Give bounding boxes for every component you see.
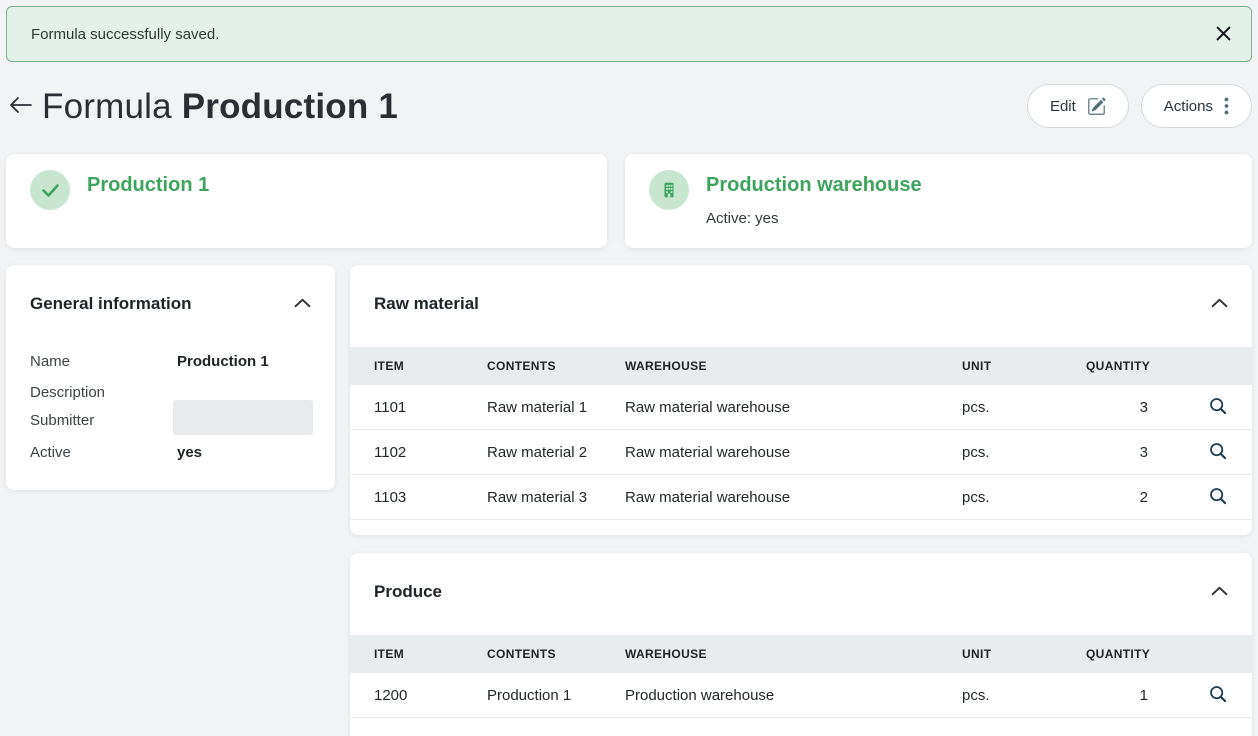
active-value: yes [177,444,203,461]
warehouse-status-card: Production warehouse Active: yes [625,154,1252,248]
description-label: Description [30,384,106,401]
chevron-up-icon [1211,296,1228,311]
page-title: Formula Production 1 [42,84,398,130]
submitter-label: Submitter [30,412,95,429]
pencil-square-icon [1087,97,1106,116]
magnifier-icon [1209,442,1227,463]
column-header-unit: UNIT [962,647,992,661]
cell-unit: pcs. [962,488,990,506]
page-title-name: Production 1 [181,87,398,126]
cell-quantity: 3 [1139,443,1148,461]
active-label: Active [30,444,71,461]
kebab-menu-icon [1224,97,1229,115]
back-button[interactable] [8,92,38,120]
row-search-button[interactable] [1204,483,1232,511]
magnifier-icon [1209,685,1227,706]
row-search-button[interactable] [1204,681,1232,709]
banner-close-button[interactable] [1205,17,1241,53]
cell-quantity: 2 [1139,488,1148,506]
submitter-redacted-value [173,400,313,435]
back-arrow-icon [8,95,33,118]
success-banner: Formula successfully saved. [6,6,1252,62]
general-info-title: General information [30,294,192,313]
cell-warehouse: Raw material warehouse [625,443,791,461]
raw-material-section: Raw material ITEM CONTENTS WAREHOUSE UNI… [350,265,1252,535]
close-icon [1216,26,1231,44]
table-header-row: ITEM CONTENTS WAREHOUSE UNIT QUANTITY [350,635,1252,673]
cell-unit: pcs. [962,398,990,416]
chevron-up-icon [294,296,311,311]
column-header-warehouse: WAREHOUSE [625,359,707,373]
column-header-item: ITEM [374,647,405,661]
column-header-item: ITEM [374,359,405,373]
cell-item: 1200 [374,686,408,704]
page-title-prefix: Formula [42,87,172,126]
table-row: 1103 Raw material 3 Raw material warehou… [350,475,1252,520]
column-header-contents: CONTENTS [487,359,556,373]
edit-button[interactable]: Edit [1026,84,1129,128]
raw-material-table: ITEM CONTENTS WAREHOUSE UNIT QUANTITY 11… [350,347,1252,520]
actions-button[interactable]: Actions [1140,84,1252,128]
success-message: Formula successfully saved. [31,25,220,43]
cell-item: 1103 [374,488,407,506]
formula-status-card: Production 1 [6,154,607,248]
column-header-unit: UNIT [962,359,992,373]
cell-unit: pcs. [962,443,990,461]
cell-warehouse: Raw material warehouse [625,398,791,416]
cell-contents: Raw material 2 [487,443,588,461]
cell-quantity: 1 [1139,686,1148,704]
chevron-up-icon [1211,584,1228,599]
formula-status-title[interactable]: Production 1 [87,174,210,196]
table-row: 1102 Raw material 2 Raw material warehou… [350,430,1252,475]
raw-material-title: Raw material [374,294,479,313]
cell-contents: Raw material 3 [487,488,588,506]
edit-button-label: Edit [1049,97,1076,115]
row-search-button[interactable] [1204,393,1232,421]
actions-button-label: Actions [1163,97,1213,115]
general-info-collapse-button[interactable] [289,292,315,314]
warehouse-active-text: Active: yes [706,210,779,227]
column-header-warehouse: WAREHOUSE [625,647,707,661]
cell-item: 1102 [374,443,407,461]
column-header-contents: CONTENTS [487,647,556,661]
name-value: Production 1 [177,353,269,370]
produce-table: ITEM CONTENTS WAREHOUSE UNIT QUANTITY 12… [350,635,1252,718]
table-header-row: ITEM CONTENTS WAREHOUSE UNIT QUANTITY [350,347,1252,385]
cell-unit: pcs. [962,686,990,704]
cell-warehouse: Production warehouse [625,686,775,704]
warehouse-status-title[interactable]: Production warehouse [706,174,922,196]
column-header-quantity: QUANTITY [1086,647,1151,661]
general-info-panel: General information Name Production 1 De… [6,265,335,490]
header-actions: Edit Actions [1026,84,1252,128]
produce-title: Produce [374,582,443,601]
cell-contents: Raw material 1 [487,398,588,416]
raw-material-collapse-button[interactable] [1206,292,1232,314]
table-row: 1200 Production 1 Production warehouse p… [350,673,1252,718]
cell-warehouse: Raw material warehouse [625,488,791,506]
cell-item: 1101 [374,398,407,416]
produce-section: Produce ITEM CONTENTS WAREHOUSE UNIT QUA… [350,553,1252,736]
column-header-quantity: QUANTITY [1086,359,1151,373]
magnifier-icon [1209,487,1227,508]
cell-quantity: 3 [1139,398,1148,416]
name-label: Name [30,353,71,370]
check-circle-icon [30,170,70,210]
magnifier-icon [1209,397,1227,418]
produce-collapse-button[interactable] [1206,580,1232,602]
warehouse-building-icon [649,170,689,210]
row-search-button[interactable] [1204,438,1232,466]
table-row: 1101 Raw material 1 Raw material warehou… [350,385,1252,430]
cell-contents: Production 1 [487,686,572,704]
